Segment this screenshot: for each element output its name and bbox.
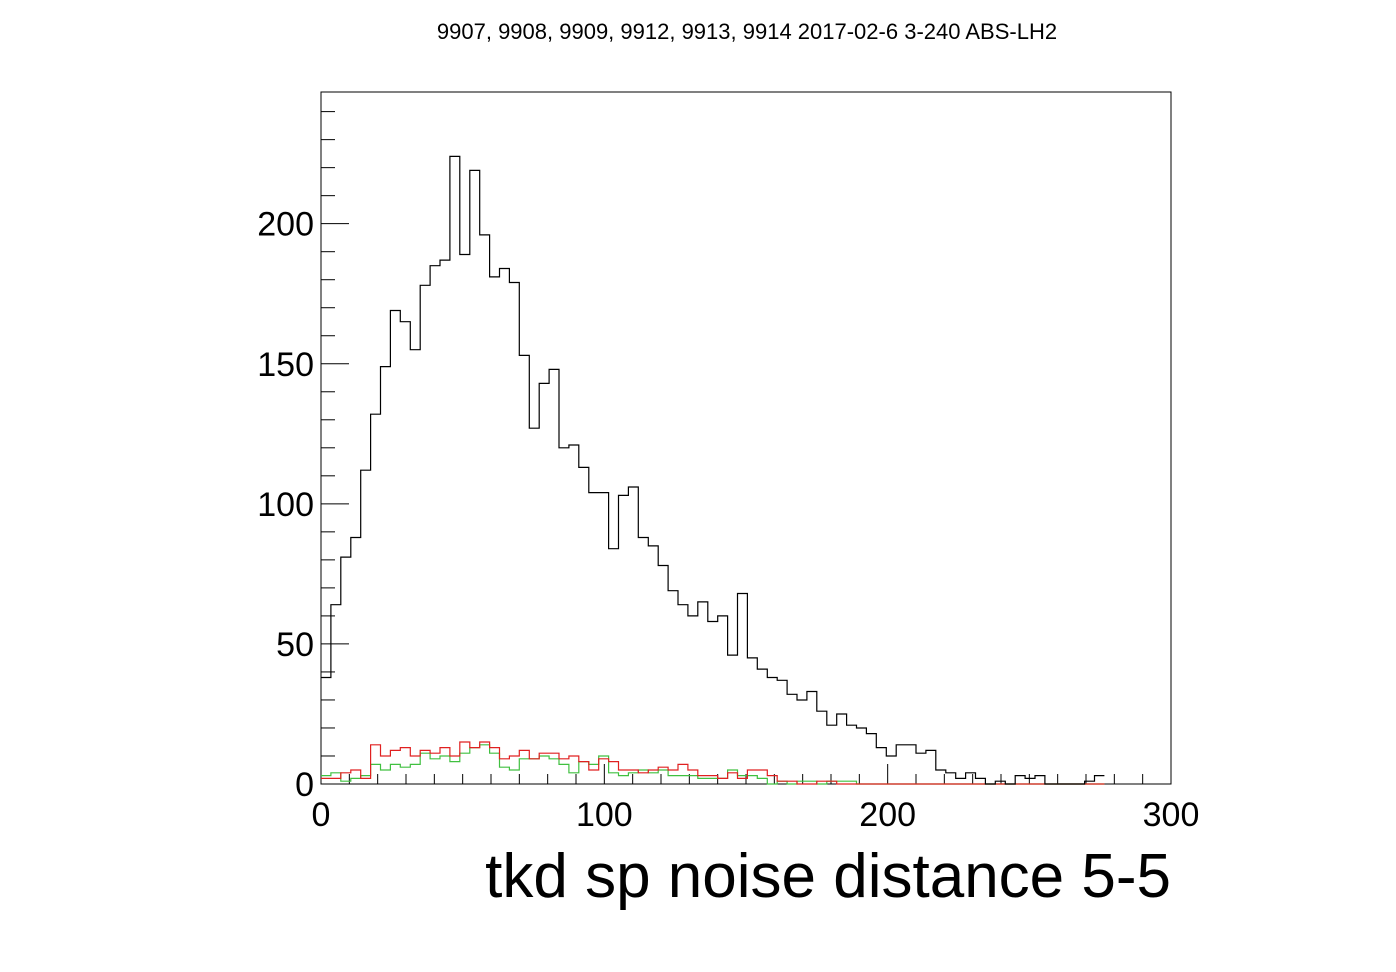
y-axis-ticks: [321, 111, 349, 785]
y-tick-label: 50: [276, 626, 314, 664]
x-axis-label: tkd sp noise distance 5-5: [485, 842, 1171, 911]
x-axis-ticks: [320, 764, 1172, 784]
plot-frame: [320, 91, 1172, 785]
y-tick-label: 200: [257, 206, 314, 244]
chart-title: 9907, 9908, 9909, 9912, 9913, 9914 2017-…: [437, 19, 1057, 44]
x-tick-label: 0: [312, 796, 331, 834]
x-tick-label: 300: [1143, 796, 1200, 834]
y-tick-label: 0: [295, 766, 314, 804]
y-axis-tick-labels: 0 50 100 150 200: [257, 206, 314, 804]
x-axis-tick-labels: 0 100 200 300: [312, 796, 1200, 834]
y-tick-label: 150: [257, 346, 314, 384]
y-tick-label: 100: [257, 486, 314, 524]
histogram-series-line: [321, 744, 1105, 785]
x-tick-label: 200: [859, 796, 916, 834]
histogram-series: [321, 155, 1105, 785]
histogram-series-line: [321, 155, 1105, 785]
x-tick-label: 100: [576, 796, 633, 834]
histogram-series-line: [321, 741, 1105, 785]
